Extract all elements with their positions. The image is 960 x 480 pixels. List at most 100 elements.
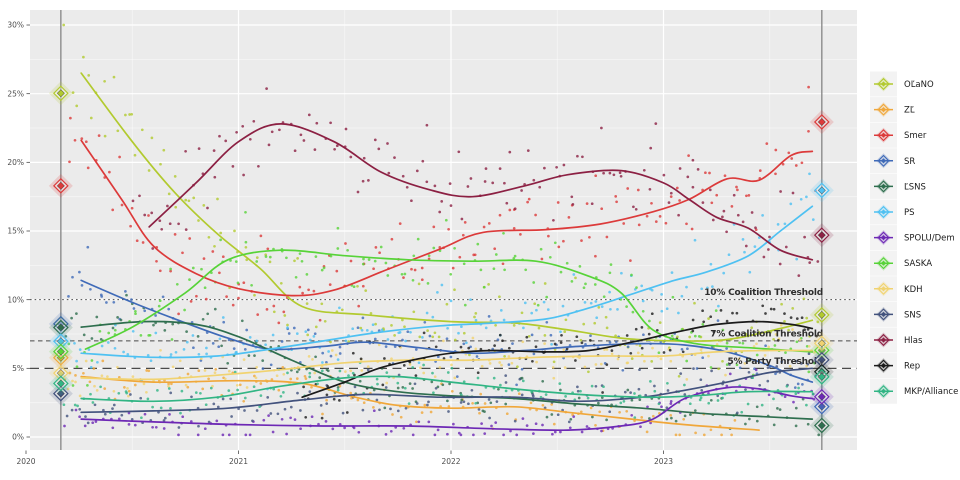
poll-dot xyxy=(447,410,450,413)
poll-dot xyxy=(583,365,587,369)
poll-dot xyxy=(189,300,193,303)
poll-dot xyxy=(646,405,649,409)
poll-dot xyxy=(469,177,473,180)
poll-dot xyxy=(553,241,557,245)
poll-dot xyxy=(324,420,328,423)
poll-dot xyxy=(688,402,692,406)
poll-dot xyxy=(170,382,173,386)
poll-dot xyxy=(608,290,611,294)
poll-dot xyxy=(222,320,226,324)
poll-dot xyxy=(802,297,806,301)
poll-dot xyxy=(767,345,771,349)
legend-label: PS xyxy=(904,208,915,218)
poll-dot xyxy=(649,421,652,425)
poll-dot xyxy=(75,312,78,315)
poll-dot xyxy=(473,253,477,257)
poll-dot xyxy=(191,266,195,270)
poll-dot xyxy=(675,186,679,190)
poll-dot xyxy=(177,222,180,226)
poll-dot xyxy=(694,431,697,435)
poll-dot xyxy=(252,385,256,389)
poll-dot xyxy=(78,415,81,419)
poll-dot xyxy=(507,355,511,358)
poll-dot xyxy=(476,401,480,405)
poll-dot xyxy=(425,311,429,315)
poll-dot xyxy=(359,357,363,361)
poll-dot xyxy=(427,257,431,261)
poll-dot xyxy=(78,270,81,274)
legend-key-outline xyxy=(877,103,890,116)
legend-item-mkp-alliance: MKP/Alliance xyxy=(870,378,958,404)
poll-dot xyxy=(188,278,191,281)
poll-dot xyxy=(359,326,363,330)
poll-dot xyxy=(701,356,705,360)
poll-dot xyxy=(648,417,651,420)
poll-dot xyxy=(298,285,302,289)
poll-dot xyxy=(163,416,167,420)
poll-dot xyxy=(645,214,649,218)
poll-dot xyxy=(549,333,553,337)
poll-dot xyxy=(259,382,263,385)
poll-dot xyxy=(154,314,157,317)
poll-dot xyxy=(487,283,490,286)
poll-dot xyxy=(480,422,483,425)
poll-dot xyxy=(504,374,508,377)
poll-dot xyxy=(612,173,616,177)
poll-dot xyxy=(588,339,592,342)
poll-dot xyxy=(201,317,205,321)
legend-key-core xyxy=(880,235,887,241)
poll-dot xyxy=(112,300,116,304)
poll-dot xyxy=(389,407,392,411)
poll-dot xyxy=(553,342,557,346)
poll-dot xyxy=(80,137,84,140)
poll-dot xyxy=(409,330,412,334)
poll-dot xyxy=(452,422,455,426)
poll-dot xyxy=(147,369,151,373)
poll-dot xyxy=(404,406,408,410)
poll-dot xyxy=(139,334,143,337)
poll-dot xyxy=(740,410,744,414)
poll-dot xyxy=(221,397,225,401)
poll-dot xyxy=(794,406,798,410)
poll-dot xyxy=(631,310,635,314)
poll-dot xyxy=(709,262,713,266)
poll-dot xyxy=(292,326,296,330)
poll-dot xyxy=(417,282,421,286)
poll-dot xyxy=(142,382,146,386)
poll-dot xyxy=(556,413,560,417)
poll-dot xyxy=(772,337,775,341)
poll-dot xyxy=(545,320,549,324)
legend-item-ps: PS xyxy=(870,199,915,225)
poll-dot xyxy=(595,316,599,320)
poll-dot xyxy=(816,320,820,324)
poll-dot xyxy=(512,256,516,260)
result-marker-smer xyxy=(809,109,834,134)
poll-dot xyxy=(334,353,338,357)
poll-dot xyxy=(366,368,370,372)
poll-dot xyxy=(65,414,69,418)
poll-dot xyxy=(197,369,201,373)
poll-dot xyxy=(257,164,260,168)
poll-dot xyxy=(302,139,306,142)
poll-dot xyxy=(167,307,171,311)
poll-dot xyxy=(766,366,770,370)
poll-dot xyxy=(692,367,695,370)
poll-dot xyxy=(560,333,563,337)
poll-dot xyxy=(691,185,695,189)
poll-dot xyxy=(474,312,478,315)
poll-dot xyxy=(792,400,795,404)
poll-dot xyxy=(221,255,225,259)
poll-dot xyxy=(732,193,736,197)
poll-dot xyxy=(425,180,429,184)
poll-dot xyxy=(754,368,758,372)
poll-dot xyxy=(404,339,407,343)
poll-dot xyxy=(159,162,162,166)
poll-dot xyxy=(637,223,641,227)
poll-dot xyxy=(791,328,794,331)
poll-dot xyxy=(816,260,820,263)
poll-dot xyxy=(89,287,92,291)
poll-dot xyxy=(806,362,810,366)
poll-dot xyxy=(748,270,752,274)
poll-dot xyxy=(169,267,172,271)
poll-dot xyxy=(558,382,562,385)
